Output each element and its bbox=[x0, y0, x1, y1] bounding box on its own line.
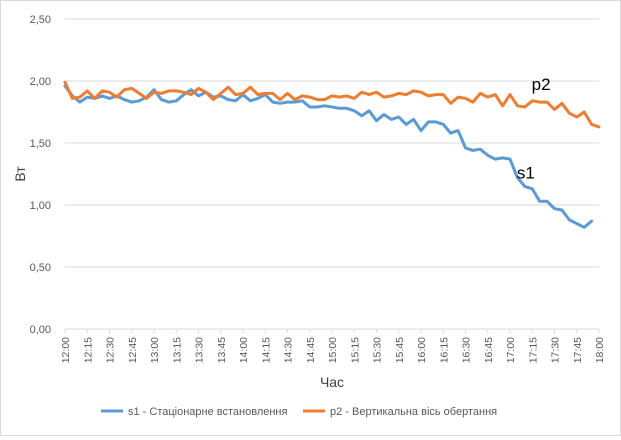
series-line-s1 bbox=[63, 84, 594, 229]
x-tick-label: 15:15 bbox=[349, 337, 361, 363]
x-tick-label: 13:30 bbox=[194, 337, 206, 363]
x-tick-label: 16:45 bbox=[483, 337, 495, 363]
legend: s1 - Стаціонарне встановлення p2 - Верти… bbox=[101, 406, 497, 418]
x-tick-label: 18:00 bbox=[594, 337, 606, 363]
x-tick-label: 16:30 bbox=[461, 337, 473, 363]
x-tick-label: 13:15 bbox=[171, 337, 183, 363]
x-tick-label: 14:00 bbox=[238, 337, 250, 363]
y-tick-label: 1,50 bbox=[30, 138, 51, 150]
x-tick-label: 13:00 bbox=[149, 337, 161, 363]
x-tick-label: 17:30 bbox=[550, 337, 562, 363]
x-tick-label: 14:30 bbox=[283, 337, 295, 363]
x-tick-label: 13:45 bbox=[216, 337, 228, 363]
x-axis-ticks: 12:00 12:15 12:30 12:45 13:00 13:15 13:30 13:45… bbox=[60, 329, 606, 363]
y-tick-label: 2,50 bbox=[30, 14, 51, 26]
series-label-p2: p2 bbox=[532, 75, 551, 94]
x-tick-label: 14:15 bbox=[260, 337, 272, 363]
plot-series bbox=[63, 80, 601, 229]
x-tick-label: 15:30 bbox=[372, 337, 384, 363]
legend-label-s1: s1 - Стаціонарне встановлення bbox=[128, 406, 288, 418]
x-tick-label: 15:00 bbox=[327, 337, 339, 363]
legend-label-p2: p2 - Вертикальна вісь обертання bbox=[330, 406, 497, 418]
y-axis-ticks: 0,00 0,50 1,00 1,50 2,00 2,50 bbox=[30, 14, 51, 336]
x-tick-label: 12:00 bbox=[60, 337, 72, 363]
x-tick-label: 17:45 bbox=[572, 337, 584, 363]
x-tick-label: 15:45 bbox=[394, 337, 406, 363]
y-axis-title: Вт bbox=[12, 166, 28, 182]
x-tick-label: 17:15 bbox=[527, 337, 539, 363]
y-tick-label: 0,50 bbox=[30, 262, 51, 274]
x-tick-label: 12:15 bbox=[82, 337, 94, 363]
x-tick-label: 16:00 bbox=[416, 337, 428, 363]
series-label-s1: s1 bbox=[517, 163, 535, 182]
y-tick-label: 2,00 bbox=[30, 76, 51, 88]
x-tick-label: 12:45 bbox=[127, 337, 139, 363]
x-tick-label: 17:00 bbox=[505, 337, 517, 363]
y-tick-label: 0,00 bbox=[30, 324, 51, 336]
x-tick-label: 16:15 bbox=[438, 337, 450, 363]
x-axis-title: Час bbox=[320, 374, 344, 390]
x-tick-label: 14:45 bbox=[305, 337, 317, 363]
x-tick-label: 12:30 bbox=[105, 337, 117, 363]
y-tick-label: 1,00 bbox=[30, 200, 51, 212]
series-line-p2 bbox=[63, 80, 601, 129]
